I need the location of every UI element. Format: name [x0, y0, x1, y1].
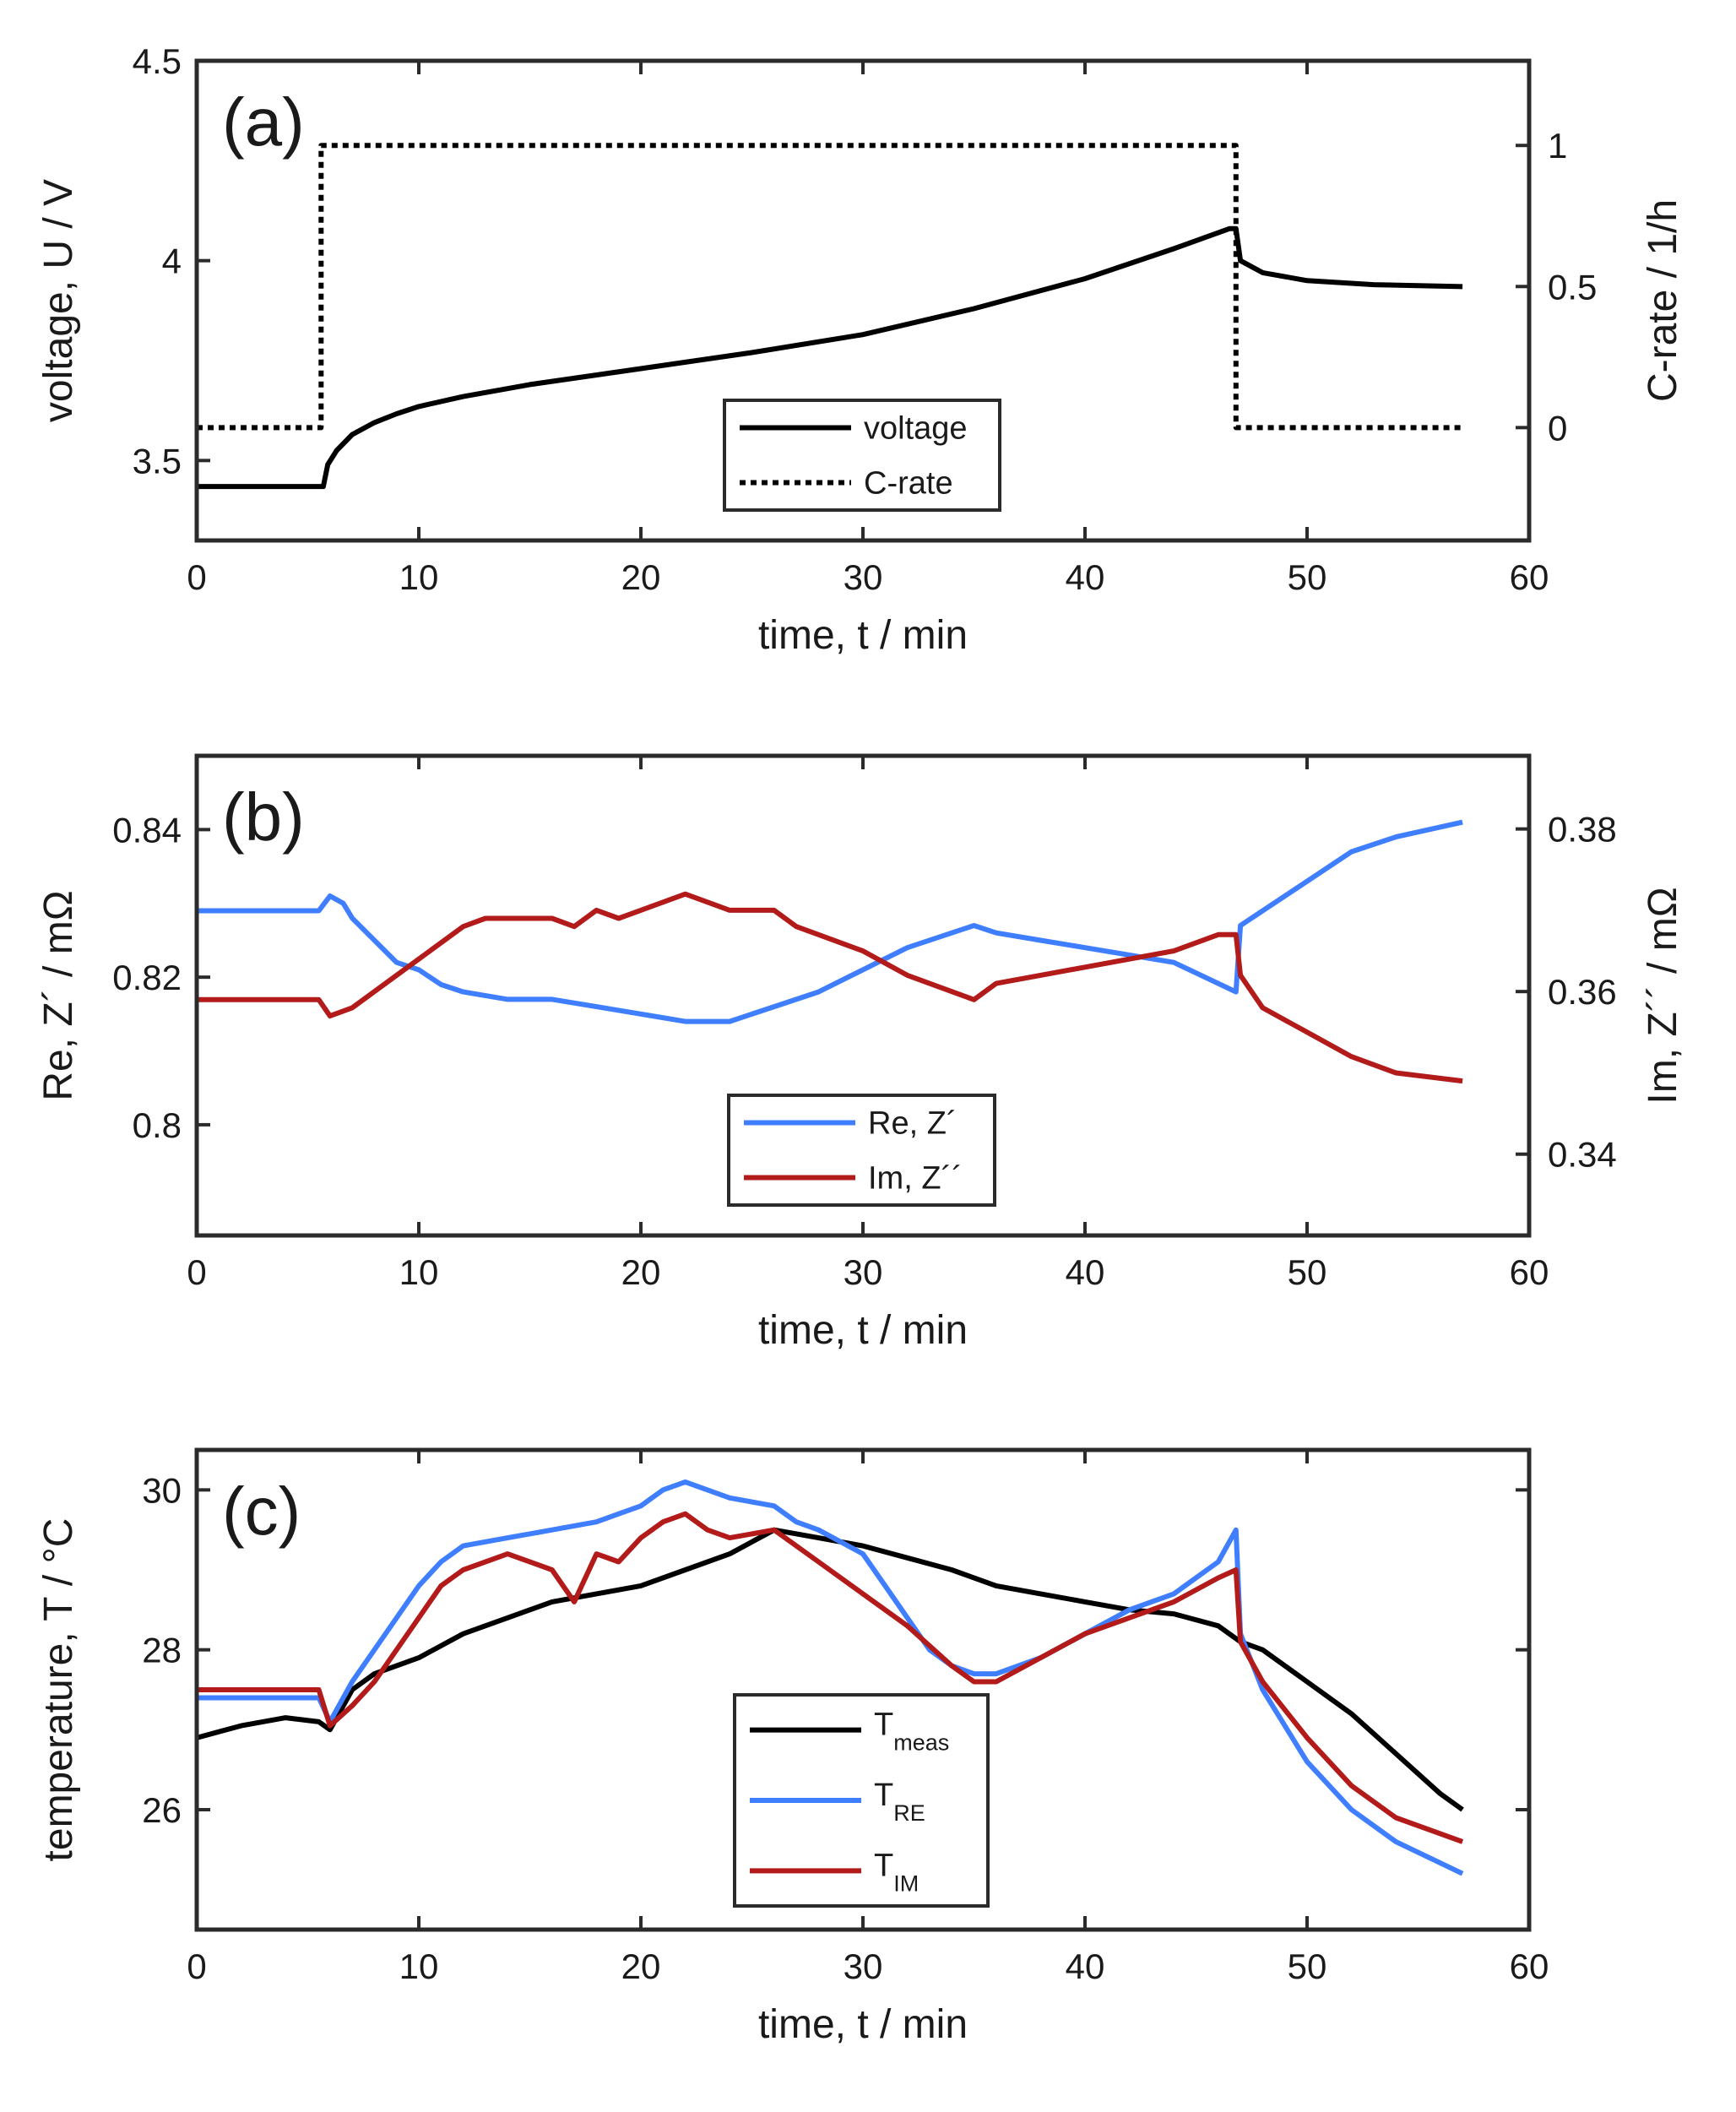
- legend-label: Im, Z´´: [868, 1161, 963, 1197]
- x-tick-label: 30: [844, 1252, 883, 1292]
- x-tick-label: 40: [1066, 557, 1105, 597]
- y-tick-label: 4: [162, 242, 182, 281]
- panel-label: (a): [222, 84, 305, 160]
- panel-label: (c): [222, 1474, 301, 1549]
- chart-panel-b: 0 10 20 30 40 50 60 0.8 0.82 0.84 0.34 0.36 0.38 time…: [36, 753, 1685, 1353]
- y-right-axis-label: C-rate / 1/h: [1641, 199, 1685, 402]
- y-right-tick-label: 0.34: [1548, 1135, 1617, 1175]
- series-line-voltage: [197, 225, 1463, 490]
- y-tick-label: 0.84: [112, 810, 182, 850]
- x-tick-label: 60: [1510, 557, 1549, 597]
- x-tick-label: 0: [187, 1252, 206, 1292]
- series-line-im-z-: [197, 891, 1463, 1084]
- y-right-tick-label: 0.38: [1548, 810, 1617, 850]
- series-line-t-im: [197, 1511, 1464, 1844]
- series-line-re-z-: [197, 819, 1463, 1024]
- y-right-axis-label: Im, Z´´ / mΩ: [1641, 887, 1685, 1104]
- y-right-tick-label: 0.5: [1548, 267, 1597, 307]
- y-right-tick-label: 0.36: [1548, 972, 1617, 1012]
- y-tick-label: 0.8: [133, 1105, 182, 1145]
- x-tick-label: 60: [1510, 1946, 1549, 1986]
- legend-label: Tmeas: [874, 1708, 949, 1756]
- y-right-tick-label: 0: [1548, 408, 1567, 448]
- series-line-c-rate: [197, 143, 1463, 431]
- legend: Tmeas TRE TIM: [733, 1693, 990, 1908]
- x-tick-label: 0: [187, 557, 206, 597]
- x-tick-label: 0: [187, 1946, 206, 1986]
- y-axis-label: voltage, U / V: [36, 179, 81, 422]
- x-tick-label: 50: [1288, 557, 1327, 597]
- y-tick-label: 30: [142, 1470, 182, 1510]
- legend-label: voltage: [864, 411, 968, 447]
- y-tick-label: 4.5: [133, 41, 182, 81]
- x-tick-label: 60: [1510, 1252, 1549, 1292]
- legend-label: Re, Z´: [868, 1106, 958, 1142]
- series-line-t-re: [197, 1479, 1464, 1876]
- chart-panel-a: 0 10 20 30 40 50 60 3.5 4 4.5 0 0.5 1 time, t / min vo…: [36, 41, 1685, 658]
- x-tick-label: 20: [621, 1252, 661, 1292]
- x-tick-label: 40: [1066, 1252, 1105, 1292]
- x-tick-label: 10: [399, 1252, 439, 1292]
- legend: Re, Z´ Im, Z´´: [727, 1094, 996, 1207]
- x-axis-label: time, t / min: [758, 613, 968, 658]
- legend: voltage C-rate: [723, 399, 1001, 512]
- y-tick-label: 26: [142, 1790, 182, 1830]
- legend-label: C-rate: [864, 466, 953, 502]
- series-group: [197, 1479, 1464, 1876]
- x-tick-label: 10: [399, 557, 439, 597]
- x-tick-label: 20: [621, 557, 661, 597]
- series-group: [197, 819, 1463, 1084]
- x-tick-label: 50: [1288, 1252, 1327, 1292]
- y-axis-label: temperature, T / °C: [36, 1518, 81, 1862]
- x-axis-label: time, t / min: [758, 1308, 968, 1353]
- legend-label: TIM: [874, 1848, 919, 1896]
- legend-box: [723, 399, 1001, 512]
- y-tick-label: 3.5: [133, 441, 182, 480]
- legend-label: TRE: [874, 1778, 925, 1826]
- y-tick-label: 28: [142, 1631, 182, 1670]
- x-tick-label: 30: [844, 557, 883, 597]
- series-line-t-meas: [197, 1527, 1464, 1812]
- x-tick-label: 10: [399, 1946, 439, 1986]
- x-tick-label: 20: [621, 1946, 661, 1986]
- x-tick-label: 50: [1288, 1946, 1327, 1986]
- legend-box: [727, 1094, 996, 1207]
- series-group: [197, 143, 1463, 490]
- x-tick-label: 30: [844, 1946, 883, 1986]
- chart-panel-c: 0 10 20 30 40 50 60 26 28 30 time, t / min temperat…: [36, 1447, 1549, 2047]
- y-tick-label: 0.82: [112, 958, 182, 997]
- panel-label: (b): [222, 779, 305, 855]
- y-right-tick-label: 1: [1548, 126, 1567, 166]
- x-axis-label: time, t / min: [758, 2002, 968, 2047]
- x-tick-label: 40: [1066, 1946, 1105, 1986]
- y-axis-label: Re, Z´ / mΩ: [36, 890, 81, 1100]
